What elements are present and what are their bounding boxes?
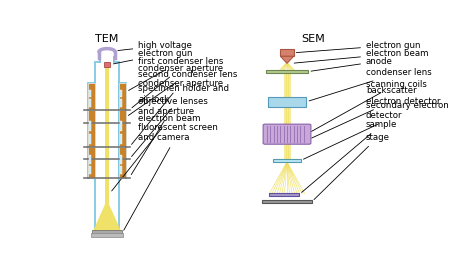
Bar: [269, 193, 299, 196]
Text: objective lenses
and aperture: objective lenses and aperture: [131, 97, 208, 175]
Text: secondary electron
detector: secondary electron detector: [303, 101, 449, 159]
FancyBboxPatch shape: [263, 124, 311, 144]
Bar: [267, 97, 307, 107]
Bar: [89, 121, 91, 131]
Bar: [119, 147, 126, 178]
Text: condenser aperture: condenser aperture: [131, 79, 223, 144]
Bar: [120, 134, 122, 144]
Text: SEM: SEM: [301, 34, 325, 44]
Bar: [89, 134, 91, 144]
Text: second condenser lens: second condenser lens: [128, 70, 237, 115]
Bar: [120, 99, 122, 107]
Text: TEM: TEM: [95, 34, 118, 44]
Text: backscatter
electron detector: backscatter electron detector: [311, 87, 440, 138]
Bar: [88, 110, 95, 147]
Text: anode: anode: [311, 57, 393, 71]
Text: sample: sample: [301, 120, 397, 192]
Bar: [120, 155, 122, 164]
Polygon shape: [93, 204, 121, 231]
Bar: [104, 62, 109, 67]
Bar: [89, 155, 91, 164]
Text: first condenser lens: first condenser lens: [128, 57, 224, 90]
Text: condenser aperture: condenser aperture: [132, 64, 223, 108]
Bar: [88, 147, 95, 178]
Bar: [119, 110, 126, 147]
Text: specimen holder and
air-lock: specimen holder and air-lock: [132, 84, 229, 157]
Bar: [91, 233, 123, 237]
Text: condenser lens: condenser lens: [309, 68, 432, 101]
Text: electron beam: electron beam: [112, 114, 201, 191]
Bar: [262, 200, 312, 204]
Polygon shape: [105, 67, 109, 204]
Text: electron gun: electron gun: [113, 49, 193, 64]
Bar: [89, 90, 91, 97]
Bar: [92, 230, 122, 234]
Text: stage: stage: [314, 133, 390, 200]
Bar: [88, 83, 95, 110]
Text: high voltage: high voltage: [118, 41, 192, 50]
Bar: [266, 70, 308, 73]
Text: scanning coils: scanning coils: [311, 80, 427, 131]
Text: electron beam: electron beam: [294, 49, 428, 63]
Bar: [89, 166, 91, 174]
Bar: [281, 49, 293, 56]
Bar: [89, 99, 91, 107]
Bar: [120, 90, 122, 97]
Bar: [119, 83, 126, 110]
Bar: [120, 166, 122, 174]
Bar: [273, 159, 301, 162]
Bar: [120, 121, 122, 131]
Text: electron gun: electron gun: [296, 41, 420, 53]
Text: fluorescent screen
and camera: fluorescent screen and camera: [124, 123, 218, 230]
Polygon shape: [281, 56, 293, 63]
